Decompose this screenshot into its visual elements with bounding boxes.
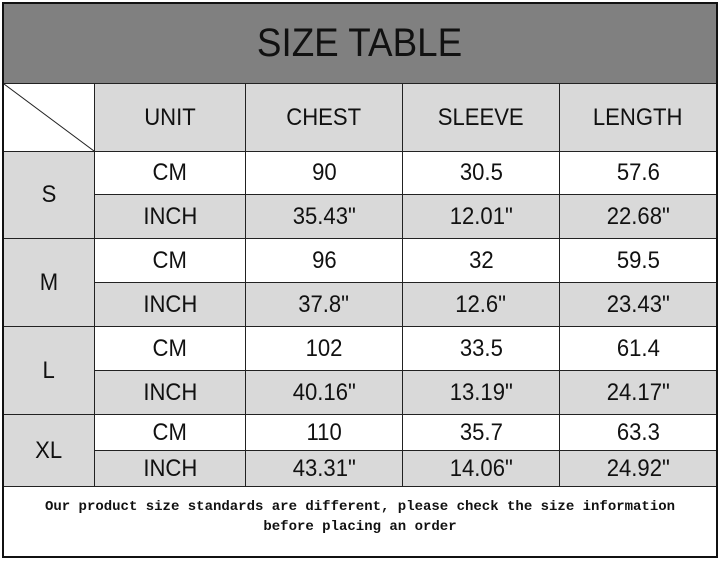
chest-cell-text: 37.8"	[298, 290, 350, 318]
sleeve-cell: 32	[403, 239, 560, 283]
sleeve-cell-text: 33.5	[459, 334, 503, 362]
unit-cell-text: CM	[152, 159, 188, 186]
size-label-cell-text: XL	[35, 436, 63, 464]
size-label-cell-text: S	[41, 181, 57, 208]
sleeve-cell-text: 13.19"	[449, 378, 513, 406]
length-cell-text: 24.17"	[606, 378, 670, 406]
header-sleeve: SLEEVE	[403, 84, 560, 152]
sleeve-cell: 35.7	[403, 415, 560, 451]
length-cell: 23.43"	[560, 283, 716, 327]
chest-cell: 43.31"	[246, 451, 403, 487]
length-cell: 22.68"	[560, 195, 716, 239]
unit-cell: INCH	[95, 451, 246, 487]
chest-cell: 96	[246, 239, 403, 283]
length-cell: 57.6	[560, 152, 716, 195]
sleeve-cell-text: 35.7	[459, 418, 503, 446]
length-cell: 59.5	[560, 239, 716, 283]
sleeve-cell: 33.5	[403, 327, 560, 371]
length-cell-text: 23.43"	[606, 290, 670, 318]
sleeve-cell-text: 12.01"	[449, 202, 513, 230]
chest-cell-text: 96	[311, 246, 337, 274]
sleeve-cell: 13.19"	[403, 371, 560, 415]
size-label-cell: L	[4, 327, 95, 415]
chest-cell: 90	[246, 152, 403, 195]
chest-cell-text: 35.43"	[292, 202, 356, 230]
chest-cell: 40.16"	[246, 371, 403, 415]
length-cell: 61.4	[560, 327, 716, 371]
sleeve-cell-text: 12.6"	[455, 290, 507, 318]
unit-cell: INCH	[95, 283, 246, 327]
length-cell-text: 61.4	[616, 334, 660, 362]
unit-cell-text: INCH	[143, 202, 197, 230]
size-label-cell: M	[4, 239, 95, 327]
chest-cell-text: 40.16"	[292, 378, 356, 406]
size-label-cell: XL	[4, 415, 95, 487]
unit-cell-text: INCH	[143, 454, 197, 482]
unit-cell-text: INCH	[143, 290, 197, 318]
unit-cell: CM	[95, 239, 246, 283]
chest-cell: 37.8"	[246, 283, 403, 327]
length-cell: 24.17"	[560, 371, 716, 415]
chest-cell-text: 102	[305, 334, 343, 362]
sleeve-cell-text: 14.06"	[449, 454, 513, 482]
unit-cell: CM	[95, 152, 246, 195]
note-line-2: before placing an order	[263, 519, 457, 535]
chest-cell-text: 110	[306, 418, 342, 446]
unit-cell: INCH	[95, 371, 246, 415]
diagonal-line	[4, 84, 94, 151]
length-cell-text: 57.6	[616, 159, 660, 186]
length-cell-text: 59.5	[616, 246, 660, 274]
length-cell: 63.3	[560, 415, 716, 451]
sleeve-cell: 30.5	[403, 152, 560, 195]
header-chest: CHEST	[246, 84, 403, 152]
title-text: SIZE TABLE	[257, 21, 463, 65]
length-cell-text: 24.92"	[606, 454, 670, 482]
sleeve-cell: 12.01"	[403, 195, 560, 239]
unit-cell: CM	[95, 415, 246, 451]
table-title: SIZE TABLE	[4, 4, 716, 84]
length-cell: 24.92"	[560, 451, 716, 487]
size-label-cell-text: M	[39, 268, 59, 296]
chest-cell-text: 90	[311, 159, 337, 186]
size-label-cell: S	[4, 152, 95, 239]
chest-cell-text: 43.31"	[292, 454, 356, 482]
length-cell-text: 22.68"	[606, 202, 670, 230]
unit-cell: CM	[95, 327, 246, 371]
sleeve-cell-text: 32	[468, 246, 494, 274]
unit-cell-text: INCH	[143, 378, 197, 406]
size-label-cell-text: L	[42, 356, 56, 384]
size-note: Our product size standards are different…	[4, 488, 716, 537]
sleeve-cell: 14.06"	[403, 451, 560, 487]
note-line-1: Our product size standards are different…	[44, 499, 676, 515]
chest-cell: 102	[246, 327, 403, 371]
unit-cell-text: CM	[152, 418, 188, 446]
corner-cell	[4, 84, 95, 152]
chest-cell: 110	[246, 415, 403, 451]
unit-cell-text: CM	[152, 246, 188, 274]
unit-cell: INCH	[95, 195, 246, 239]
chest-cell: 35.43"	[246, 195, 403, 239]
size-table: SIZE TABLE UNIT CHEST SLEEVE LENGTH S CM 9…	[4, 4, 716, 487]
length-cell-text: 63.3	[616, 418, 660, 446]
unit-cell-text: CM	[152, 334, 188, 362]
header-length: LENGTH	[560, 84, 716, 152]
sleeve-cell: 12.6"	[403, 283, 560, 327]
sleeve-cell-text: 30.5	[459, 159, 503, 186]
header-unit: UNIT	[95, 84, 246, 152]
